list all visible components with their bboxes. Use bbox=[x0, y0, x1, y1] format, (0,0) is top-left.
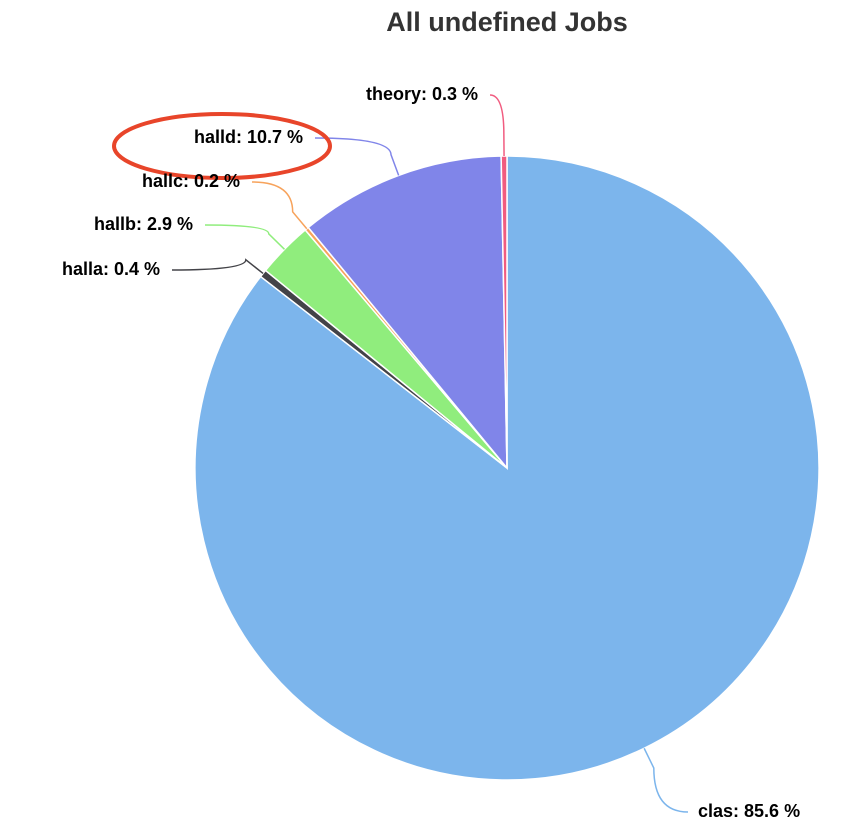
connector bbox=[171, 258, 264, 275]
data-label: hallc: 0.2 % bbox=[142, 171, 240, 191]
data-label: halld: 10.7 % bbox=[194, 127, 303, 147]
data-label: hallb: 2.9 % bbox=[94, 214, 193, 234]
highlight-ellipse bbox=[112, 112, 332, 180]
pie-slice bbox=[307, 155, 508, 471]
connector bbox=[489, 94, 505, 157]
chart-title: All undefined Jobs bbox=[386, 7, 628, 37]
data-label: halla: 0.4 % bbox=[62, 259, 160, 279]
data-label: clas: 85.6 % bbox=[698, 801, 800, 821]
data-label: theory: 0.3 % bbox=[366, 84, 478, 104]
connector bbox=[204, 224, 286, 250]
connector bbox=[643, 747, 689, 813]
connector bbox=[314, 137, 400, 176]
connector bbox=[251, 181, 308, 230]
